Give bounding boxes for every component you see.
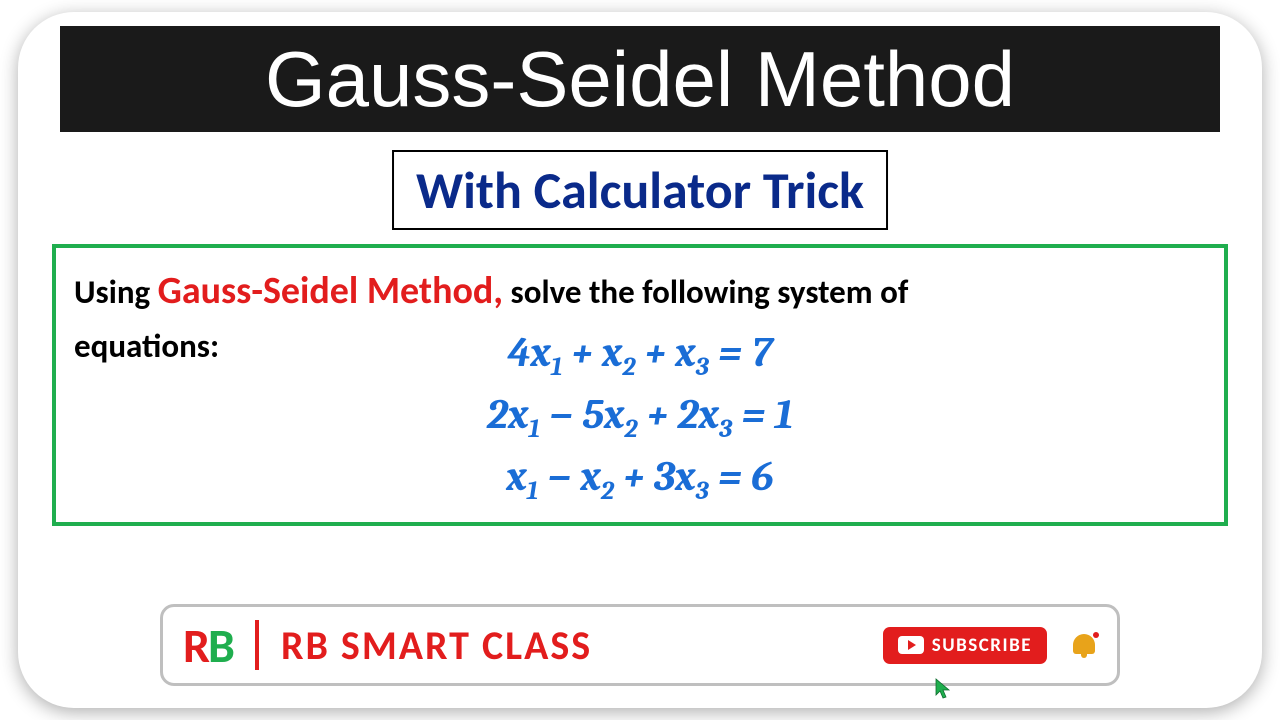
- problem-box: Using Gauss-Seidel Method, solve the fol…: [52, 244, 1228, 526]
- divider-icon: [255, 620, 259, 670]
- subscribe-button[interactable]: SUBSCRIBE: [883, 627, 1047, 664]
- equations-block: 4x1 + x2 + x3 = 7 2x1 − 5x2 + 2x3 = 1 x1…: [74, 324, 1206, 510]
- equation-3: x1 − x2 + 3x3 = 6: [74, 448, 1206, 510]
- logo-letter-b: B: [208, 616, 233, 675]
- youtube-play-icon: [898, 636, 924, 654]
- title-bar: Gauss-Seidel Method: [60, 26, 1220, 132]
- equation-1: 4x1 + x2 + x3 = 7: [74, 324, 1206, 386]
- bell-icon[interactable]: [1071, 632, 1097, 658]
- footer-bar: RB RB SMART CLASS SUBSCRIBE: [160, 604, 1120, 686]
- channel-name: RB SMART CLASS: [281, 621, 867, 670]
- problem-text: Using Gauss-Seidel Method, solve the fol…: [74, 262, 1206, 321]
- problem-prefix: Using: [74, 272, 158, 312]
- subtitle-text: With Calculator Trick: [416, 158, 864, 222]
- subscribe-label: SUBSCRIBE: [932, 634, 1032, 657]
- slide-card: Gauss-Seidel Method With Calculator Tric…: [18, 12, 1262, 708]
- cursor-icon: [934, 678, 952, 700]
- subtitle-box: With Calculator Trick: [392, 150, 888, 230]
- page-title: Gauss-Seidel Method: [265, 34, 1015, 125]
- logo-letter-r: R: [183, 616, 208, 675]
- equation-2: 2x1 − 5x2 + 2x3 = 1: [74, 386, 1206, 448]
- channel-logo: RB: [183, 616, 233, 675]
- problem-highlight: Gauss-Seidel Method,: [158, 268, 503, 314]
- problem-mid: solve the following system of: [503, 272, 908, 312]
